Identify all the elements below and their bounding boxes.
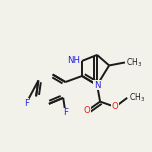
Text: N: N (94, 81, 100, 90)
Text: O: O (112, 102, 119, 111)
Text: O: O (84, 106, 91, 115)
Text: F: F (24, 99, 29, 108)
Text: NH: NH (67, 56, 81, 66)
Text: CH$_3$: CH$_3$ (129, 92, 145, 104)
Text: CH$_3$: CH$_3$ (126, 56, 143, 69)
Text: F: F (63, 108, 68, 117)
